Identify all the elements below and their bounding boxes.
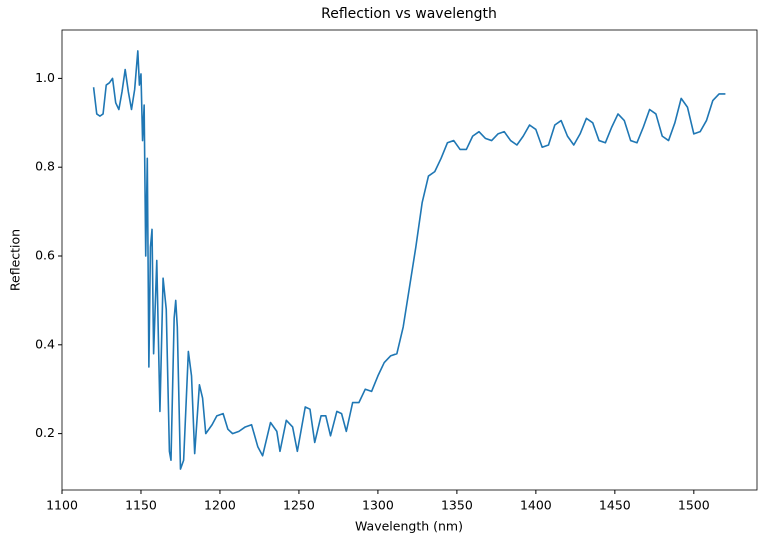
x-tick-label: 1350 <box>441 498 473 513</box>
x-tick-label: 1300 <box>362 498 394 513</box>
data-line <box>92 50 726 470</box>
x-tick-label: 1100 <box>46 498 78 513</box>
chart-title: Reflection vs wavelength <box>321 6 497 22</box>
y-tick-label: 0.8 <box>35 159 55 174</box>
x-tick-label: 1250 <box>283 498 315 513</box>
plot-frame <box>61 29 758 491</box>
x-tick-label: 1400 <box>520 498 552 513</box>
y-tick-label: 0.4 <box>35 336 55 351</box>
x-tick-label: 1450 <box>599 498 631 513</box>
x-tick-label: 1150 <box>125 498 157 513</box>
y-tick-label: 0.2 <box>35 425 55 440</box>
x-tick-label: 1200 <box>204 498 236 513</box>
y-axis-label: Reflection <box>8 229 23 291</box>
x-tick-label: 1500 <box>678 498 710 513</box>
y-tick-label: 1.0 <box>35 70 55 85</box>
x-axis-label: Wavelength (nm) <box>355 519 463 534</box>
y-tick-label: 0.6 <box>35 248 55 263</box>
